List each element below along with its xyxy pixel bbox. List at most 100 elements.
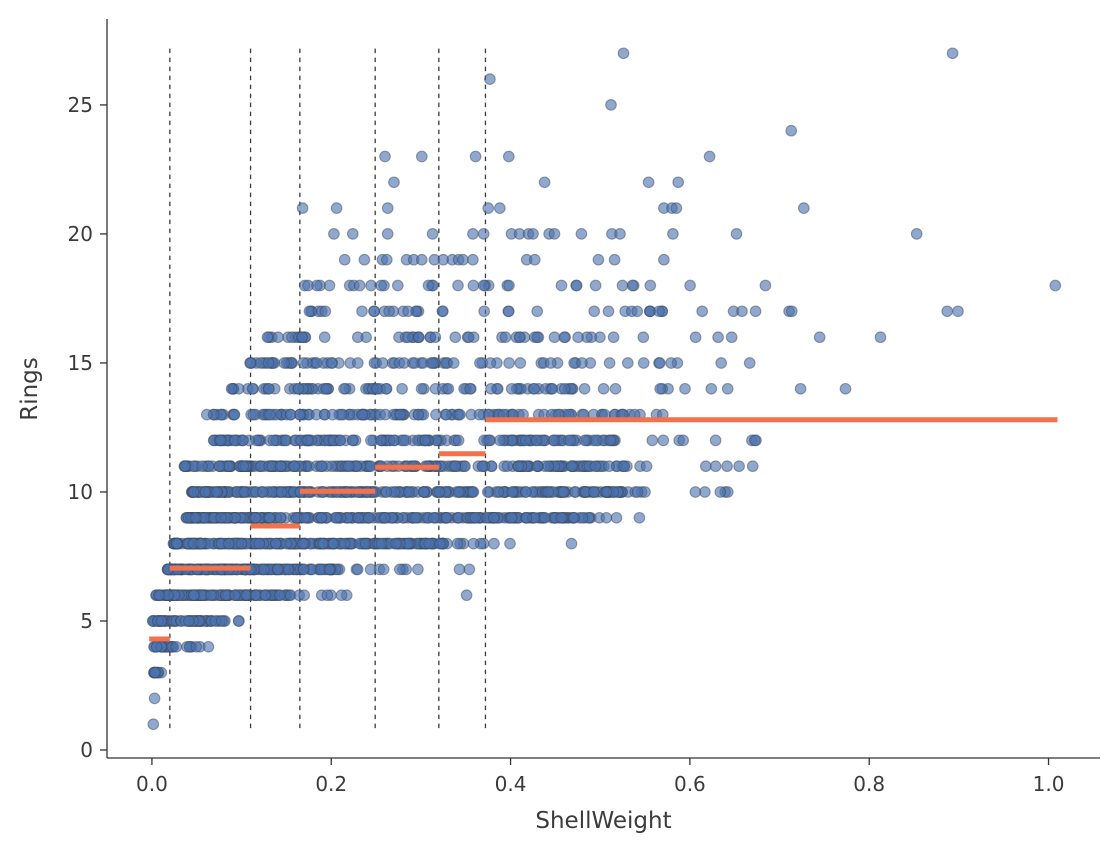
scatter-point (714, 486, 727, 498)
scatter-point (520, 486, 532, 498)
scatter-point (375, 537, 388, 550)
scatter-point (501, 460, 514, 473)
scatter-point (352, 511, 364, 524)
scatter-point (436, 305, 449, 318)
scatter-point (292, 382, 305, 395)
x-tick-label: 0.8 (853, 772, 885, 796)
scatter-point (589, 460, 602, 473)
scatter-point (597, 382, 610, 395)
scatter-point (317, 537, 329, 550)
scatter-point (477, 279, 490, 292)
scatter-point (488, 511, 500, 524)
scatter-point (402, 305, 414, 318)
scatter-point (351, 331, 364, 344)
scatter-point (502, 305, 515, 318)
scatter-point (467, 537, 480, 550)
scatter-point (429, 331, 442, 344)
scatter-point (696, 305, 709, 318)
scatter-point (705, 382, 718, 395)
scatter-point (415, 382, 428, 395)
scatter-point (147, 718, 160, 731)
scatter-point (274, 460, 287, 473)
scatter-point (452, 279, 464, 292)
scatter-point (464, 382, 476, 395)
scatter-point (474, 357, 486, 369)
scatter-point (709, 434, 722, 447)
scatter-point (555, 511, 568, 524)
scatter-point (539, 511, 551, 524)
scatter-point (269, 537, 282, 550)
scatter-point (183, 615, 195, 627)
scatter-point (743, 357, 756, 369)
scatter-point (689, 331, 702, 344)
scatter-point (544, 357, 557, 369)
scatter-point (709, 460, 722, 473)
scatter-point (376, 357, 389, 369)
scatter-point (503, 279, 515, 292)
scatter-point (703, 150, 716, 163)
scatter-point (327, 537, 340, 550)
scatter-point (358, 253, 371, 266)
scatter-point (284, 408, 297, 421)
scatter-point (319, 305, 332, 318)
scatter-point (335, 589, 348, 602)
scatter-point (677, 434, 690, 447)
scatter-point (558, 382, 571, 395)
scatter-point (278, 357, 291, 369)
scatter-point (589, 279, 602, 292)
y-tick-label: 0 (80, 738, 93, 762)
scatter-point (514, 357, 527, 369)
scatter-point (315, 511, 328, 524)
scatter-point (383, 305, 395, 318)
scatter-point (531, 305, 544, 318)
scatter-point (557, 486, 569, 498)
scatter-point (418, 486, 430, 498)
scatter-point (813, 331, 826, 344)
scatter-point (393, 563, 406, 576)
scatter-point (527, 228, 539, 240)
scatter-point (513, 331, 526, 344)
scatter-point (467, 279, 480, 292)
scatter-point (188, 589, 200, 602)
scatter-point (189, 511, 202, 524)
scatter-point (253, 537, 266, 550)
scatter-point (725, 331, 738, 344)
x-tick-label: 0.4 (495, 772, 527, 796)
scatter-point (667, 228, 679, 240)
scatter-point (749, 305, 762, 318)
scatter-point (223, 537, 235, 550)
scatter-point (548, 434, 560, 447)
scatter-point (578, 434, 591, 447)
scatter-point (617, 47, 630, 60)
scatter-point (607, 331, 620, 344)
scatter-point (398, 357, 410, 369)
scatter-point (214, 434, 227, 447)
scatter-point (288, 460, 301, 473)
scatter-point (296, 537, 309, 550)
scatter-point (325, 357, 338, 369)
scatter-point (447, 357, 460, 369)
scatter-point (338, 537, 351, 550)
scatter-point (558, 331, 571, 344)
scatter-point (346, 228, 359, 240)
y-tick-label: 10 (68, 480, 93, 504)
scatter-point (179, 460, 192, 473)
scatter-point (642, 176, 655, 189)
scatter-point (499, 331, 512, 344)
scatter-point (368, 305, 380, 318)
scatter-point (381, 202, 394, 214)
scatter-point (797, 202, 810, 214)
scatter-point (785, 305, 798, 318)
scatter-point (482, 202, 495, 214)
scatter-point (202, 640, 215, 653)
scatter-point (380, 486, 393, 498)
scatter-point (721, 382, 734, 395)
scatter-point (672, 176, 685, 189)
scatter-point (531, 460, 544, 473)
scatter-point (631, 305, 644, 318)
scatter-point (205, 589, 217, 602)
scatter-point (505, 382, 518, 395)
scatter-point (689, 486, 702, 498)
scatter-point (484, 73, 496, 85)
